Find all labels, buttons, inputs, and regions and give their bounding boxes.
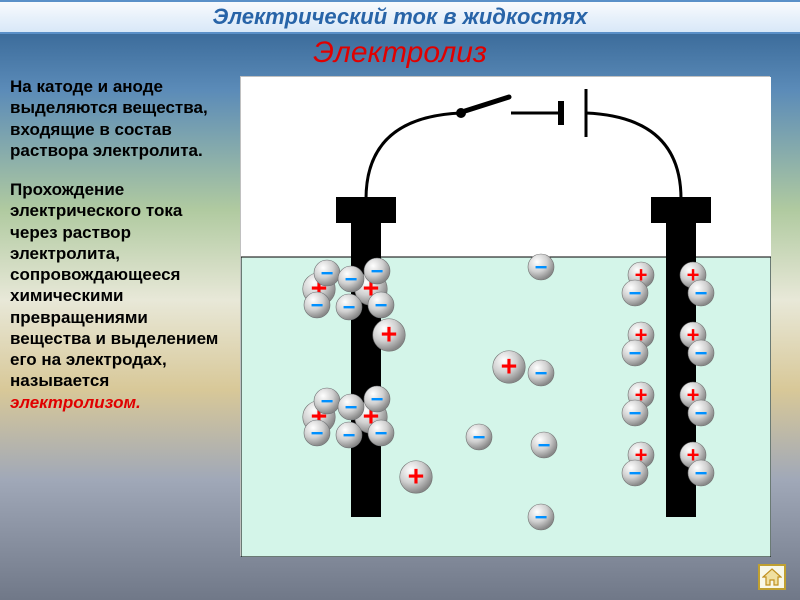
- svg-text:+: +: [381, 319, 398, 351]
- svg-text:−: −: [343, 423, 356, 448]
- page-header-title: Электрический ток в жидкостях: [0, 4, 800, 30]
- svg-text:+: +: [501, 351, 518, 383]
- header-bar: Электрический ток в жидкостях: [0, 0, 800, 34]
- svg-text:−: −: [535, 505, 548, 530]
- svg-text:−: −: [311, 421, 324, 446]
- svg-text:−: −: [629, 401, 642, 426]
- svg-text:+: +: [408, 461, 425, 493]
- svg-text:−: −: [629, 461, 642, 486]
- house-icon: [762, 568, 782, 586]
- svg-text:−: −: [345, 267, 358, 292]
- home-button[interactable]: [758, 564, 786, 590]
- svg-text:−: −: [343, 295, 356, 320]
- svg-text:−: −: [345, 395, 358, 420]
- svg-text:−: −: [321, 389, 334, 414]
- paragraph-1: На катоде и аноде выделяются вещества, в…: [10, 76, 230, 161]
- content-row: На катоде и аноде выделяются вещества, в…: [0, 76, 800, 556]
- svg-text:−: −: [535, 361, 548, 386]
- svg-text:−: −: [535, 255, 548, 280]
- svg-text:−: −: [695, 401, 708, 426]
- page-subtitle: Электролиз: [0, 34, 800, 76]
- paragraph-2: Прохождение электрического тока через ра…: [10, 179, 230, 413]
- svg-text:−: −: [473, 425, 486, 450]
- svg-text:−: −: [629, 341, 642, 366]
- svg-text:−: −: [371, 259, 384, 284]
- svg-text:−: −: [695, 461, 708, 486]
- svg-text:−: −: [695, 341, 708, 366]
- svg-text:−: −: [375, 293, 388, 318]
- diagram-panel: ++−−−−−−+++−−−−−−+−+−−−−++−−++−−++−−++−−: [240, 76, 770, 556]
- svg-text:−: −: [538, 433, 551, 458]
- svg-text:−: −: [321, 261, 334, 286]
- paragraph-2-body: Прохождение электрического тока через ра…: [10, 180, 218, 390]
- paragraph-2-highlight: электролизом.: [10, 393, 141, 412]
- svg-text:−: −: [695, 281, 708, 306]
- svg-text:−: −: [375, 421, 388, 446]
- text-column: На катоде и аноде выделяются вещества, в…: [10, 76, 240, 556]
- svg-text:−: −: [311, 293, 324, 318]
- electrolysis-diagram: ++−−−−−−+++−−−−−−+−+−−−−++−−++−−++−−++−−: [241, 77, 771, 557]
- svg-text:−: −: [371, 387, 384, 412]
- svg-text:−: −: [629, 281, 642, 306]
